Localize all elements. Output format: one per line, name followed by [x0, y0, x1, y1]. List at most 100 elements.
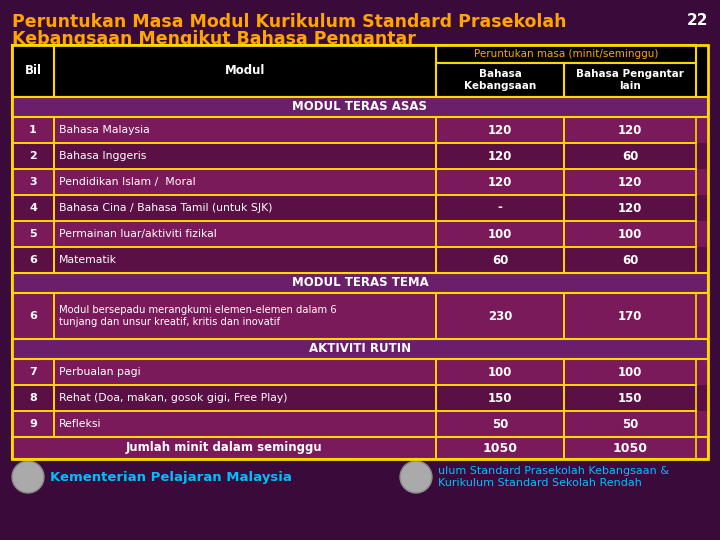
Text: 1050: 1050 — [613, 442, 647, 455]
Text: Pendidikan Islam /  Moral: Pendidikan Islam / Moral — [59, 177, 196, 187]
Text: Refleksi: Refleksi — [59, 419, 102, 429]
Bar — [54, 411, 436, 437]
Text: 120: 120 — [488, 176, 512, 188]
Bar — [564, 63, 696, 97]
Bar — [54, 247, 436, 273]
Bar — [12, 45, 54, 97]
Bar — [12, 247, 708, 273]
Bar — [54, 221, 436, 247]
Text: 6: 6 — [29, 255, 37, 265]
Bar — [564, 221, 696, 247]
Bar — [54, 143, 436, 169]
Text: Bahasa
Kebangsaan: Bahasa Kebangsaan — [464, 69, 536, 91]
Text: Bahasa Cina / Bahasa Tamil (untuk SJK): Bahasa Cina / Bahasa Tamil (untuk SJK) — [59, 203, 272, 213]
Bar — [54, 385, 436, 411]
Bar — [12, 359, 708, 385]
Text: 60: 60 — [622, 150, 638, 163]
Text: 2: 2 — [29, 151, 37, 161]
Bar — [12, 437, 436, 459]
Bar — [12, 339, 708, 359]
Text: Rehat (Doa, makan, gosok gigi, Free Play): Rehat (Doa, makan, gosok gigi, Free Play… — [59, 393, 287, 403]
Text: Perbualan pagi: Perbualan pagi — [59, 367, 140, 377]
Bar — [12, 97, 708, 117]
Text: Bahasa Inggeris: Bahasa Inggeris — [59, 151, 146, 161]
Bar — [12, 45, 708, 459]
Text: 100: 100 — [618, 227, 642, 240]
Bar — [564, 293, 696, 339]
Text: 100: 100 — [488, 366, 512, 379]
Text: 3: 3 — [30, 177, 37, 187]
Text: 6: 6 — [29, 311, 37, 321]
Text: 50: 50 — [492, 417, 508, 430]
Text: Bahasa Malaysia: Bahasa Malaysia — [59, 125, 150, 135]
Bar — [564, 437, 696, 459]
Bar — [12, 293, 54, 339]
Bar — [12, 221, 708, 247]
Text: 120: 120 — [488, 124, 512, 137]
Text: 100: 100 — [618, 366, 642, 379]
Bar — [564, 411, 696, 437]
Text: 150: 150 — [618, 392, 642, 404]
Bar — [436, 247, 564, 273]
Text: 7: 7 — [29, 367, 37, 377]
Text: 100: 100 — [488, 227, 512, 240]
Text: 230: 230 — [488, 309, 512, 322]
Bar — [12, 411, 54, 437]
Bar — [436, 411, 564, 437]
Text: Permainan luar/aktiviti fizikal: Permainan luar/aktiviti fizikal — [59, 229, 217, 239]
Text: 60: 60 — [622, 253, 638, 267]
Text: Peruntukan Masa Modul Kurikulum Standard Prasekolah: Peruntukan Masa Modul Kurikulum Standard… — [12, 13, 567, 31]
Text: 4: 4 — [29, 203, 37, 213]
Text: 60: 60 — [492, 253, 508, 267]
Bar — [12, 195, 708, 221]
Bar — [564, 195, 696, 221]
Text: Jumlah minit dalam seminggu: Jumlah minit dalam seminggu — [126, 442, 323, 455]
Bar — [54, 195, 436, 221]
Bar — [12, 169, 708, 195]
Text: 5: 5 — [30, 229, 37, 239]
Bar — [54, 117, 436, 143]
Circle shape — [400, 461, 432, 493]
Text: ulum Standard Prasekolah Kebangsaan &
Kurikulum Standard Sekolah Rendah: ulum Standard Prasekolah Kebangsaan & Ku… — [438, 466, 669, 488]
Bar — [12, 411, 708, 437]
Bar — [54, 45, 436, 97]
Bar — [436, 293, 564, 339]
Bar — [12, 117, 708, 143]
Text: Kebangsaan Mengikut Bahasa Pengantar: Kebangsaan Mengikut Bahasa Pengantar — [12, 30, 416, 48]
Text: Bil: Bil — [24, 64, 42, 78]
Bar — [436, 221, 564, 247]
Bar — [12, 247, 54, 273]
Bar — [436, 45, 696, 63]
Text: 120: 120 — [618, 176, 642, 188]
Bar — [564, 385, 696, 411]
Bar — [12, 169, 54, 195]
Bar — [436, 169, 564, 195]
Text: 170: 170 — [618, 309, 642, 322]
Bar — [12, 385, 708, 411]
Text: AKTIVITI RUTIN: AKTIVITI RUTIN — [309, 342, 411, 355]
Bar — [564, 247, 696, 273]
Text: 120: 120 — [488, 150, 512, 163]
Bar — [436, 117, 564, 143]
Text: Kementerian Pelajaran Malaysia: Kementerian Pelajaran Malaysia — [50, 470, 292, 483]
Text: MODUL TERAS ASAS: MODUL TERAS ASAS — [292, 100, 428, 113]
Text: 22: 22 — [686, 13, 708, 28]
Bar — [436, 359, 564, 385]
Bar — [564, 117, 696, 143]
Text: 8: 8 — [29, 393, 37, 403]
Text: 150: 150 — [487, 392, 512, 404]
Bar — [564, 143, 696, 169]
Bar — [12, 117, 54, 143]
Bar — [12, 45, 708, 97]
Text: -: - — [498, 201, 503, 214]
Text: Modul: Modul — [225, 64, 265, 78]
Text: Peruntukan masa (minit/seminggu): Peruntukan masa (minit/seminggu) — [474, 49, 658, 59]
Bar — [54, 359, 436, 385]
Text: MODUL TERAS TEMA: MODUL TERAS TEMA — [292, 276, 428, 289]
Bar — [436, 63, 564, 97]
Bar — [12, 195, 54, 221]
Text: 1050: 1050 — [482, 442, 518, 455]
Bar — [564, 359, 696, 385]
Bar — [12, 293, 708, 339]
Bar — [12, 143, 54, 169]
